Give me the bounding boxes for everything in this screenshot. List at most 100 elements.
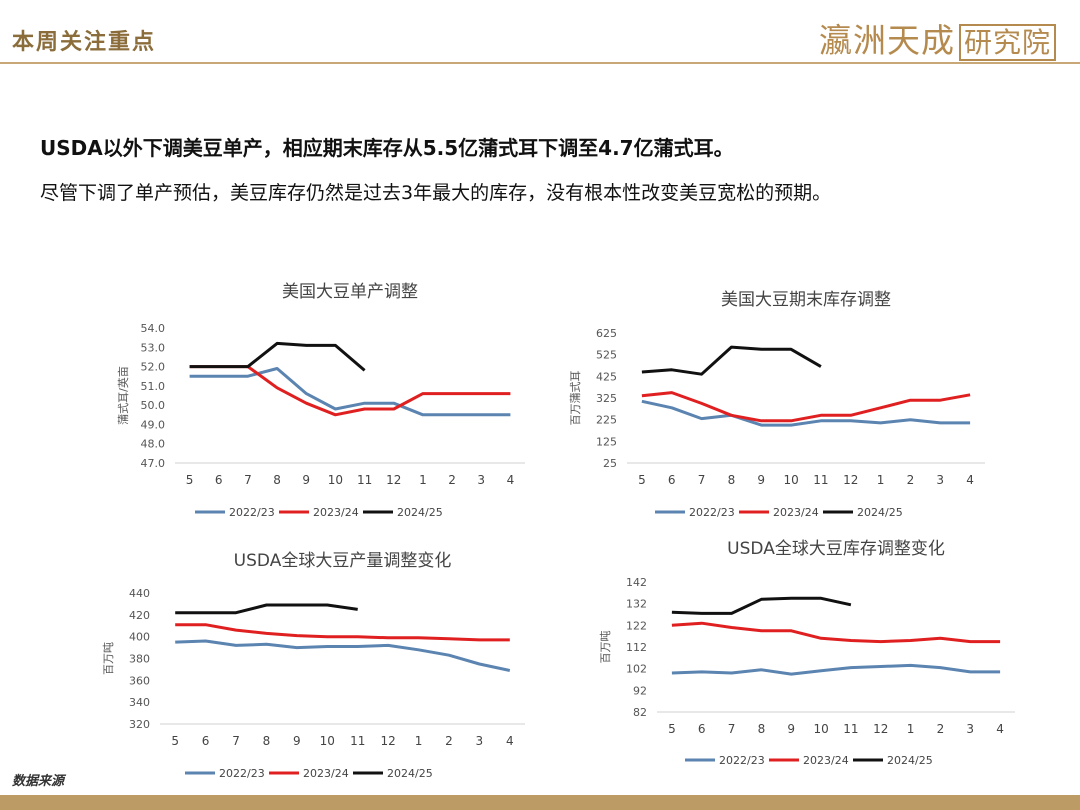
legend-label: 2024/25 (887, 754, 933, 767)
x-tick-label: 3 (476, 734, 484, 748)
chart-us-ending-stocks: 美国大豆期末库存调整 百万蒲式耳 625 525 425 325 225 125 25 5 6 7 8 9… (555, 280, 1005, 535)
x-tick-label: 4 (506, 734, 514, 748)
page-title: 本周关注重点 (12, 29, 157, 55)
legend-label: 2023/24 (773, 506, 819, 519)
x-tick-label: 12 (380, 734, 395, 748)
series-line-2024-25 (189, 341, 366, 372)
x-tick-label: 2 (937, 722, 945, 736)
x-tick-label: 11 (813, 473, 828, 487)
legend-label: 2022/23 (689, 506, 735, 519)
y-tick-label: 425 (596, 370, 617, 383)
x-tick-label: 5 (638, 473, 646, 487)
y-tick-label: 225 (596, 414, 617, 427)
x-tick-label: 5 (668, 722, 676, 736)
y-axis-label: 蒲式耳/英亩 (116, 366, 130, 425)
series-line-2022-23 (175, 639, 511, 672)
headline-text: USDA以外下调美豆单产，相应期末库存从5.5亿蒲式耳下调至4.7亿蒲式耳。 (40, 136, 734, 160)
y-tick-label: 102 (626, 663, 647, 676)
x-tick-label: 6 (215, 473, 223, 487)
x-tick-label: 11 (350, 734, 365, 748)
x-tick-label: 2 (907, 473, 915, 487)
chart-title: 美国大豆期末库存调整 (721, 290, 891, 310)
y-tick-label: 54.0 (141, 322, 166, 335)
y-tick-label: 82 (633, 706, 647, 719)
x-tick-label: 10 (328, 473, 343, 487)
series-line-2022-23 (641, 399, 971, 427)
legend-label: 2024/25 (387, 767, 433, 780)
x-tick-label: 6 (698, 722, 706, 736)
y-tick-label: 49.0 (141, 418, 166, 431)
x-tick-label: 7 (244, 473, 252, 487)
x-tick-label: 10 (320, 734, 335, 748)
x-tick-label: 7 (728, 722, 736, 736)
y-tick-label: 325 (596, 392, 617, 405)
y-tick-label: 380 (129, 653, 150, 666)
x-tick-label: 9 (302, 473, 310, 487)
series-line-2024-25 (671, 596, 852, 615)
x-tick-label: 11 (843, 722, 858, 736)
x-tick-label: 3 (966, 722, 974, 736)
chart-title: USDA全球大豆产量调整变化 (234, 551, 452, 571)
x-tick-label: 1 (877, 473, 885, 487)
x-tick-label: 5 (186, 473, 194, 487)
x-tick-label: 7 (232, 734, 240, 748)
legend-label: 2024/25 (857, 506, 903, 519)
y-tick-label: 112 (626, 641, 647, 654)
legend-label: 2022/23 (229, 506, 275, 519)
x-tick-label: 7 (698, 473, 706, 487)
x-tick-label: 6 (202, 734, 210, 748)
x-tick-label: 6 (668, 473, 676, 487)
x-tick-label: 10 (813, 722, 828, 736)
legend-label: 2022/23 (219, 767, 265, 780)
y-tick-label: 400 (129, 631, 150, 644)
legend-label: 2023/24 (803, 754, 849, 767)
x-tick-label: 3 (936, 473, 944, 487)
y-tick-label: 142 (626, 576, 647, 589)
y-tick-label: 51.0 (141, 380, 166, 393)
x-tick-label: 8 (273, 473, 281, 487)
y-tick-label: 122 (626, 619, 647, 632)
y-tick-label: 50.0 (141, 399, 166, 412)
x-tick-label: 3 (477, 473, 485, 487)
x-tick-label: 1 (419, 473, 427, 487)
y-tick-label: 132 (626, 598, 647, 611)
x-tick-label: 5 (171, 734, 179, 748)
y-tick-label: 125 (596, 435, 617, 448)
y-tick-label: 360 (129, 674, 150, 687)
chart-global-production: USDA全球大豆产量调整变化 百万吨 440 420 400 380 360 340 320 5 6… (85, 540, 545, 790)
x-tick-label: 10 (783, 473, 798, 487)
y-tick-label: 525 (596, 349, 617, 362)
series-line-2023-24 (175, 623, 510, 642)
x-tick-label: 1 (415, 734, 423, 748)
brand-logo: 瀛洲天成 研究院 (819, 14, 1056, 62)
x-tick-label: 11 (357, 473, 372, 487)
x-tick-label: 8 (758, 722, 766, 736)
x-tick-label: 2 (448, 473, 456, 487)
x-tick-label: 2 (445, 734, 453, 748)
y-tick-label: 48.0 (141, 438, 166, 451)
chart-title: USDA全球大豆库存调整变化 (727, 539, 945, 559)
source-note: 数据来源 (12, 774, 65, 789)
y-tick-label: 320 (129, 718, 150, 731)
chart-title: 美国大豆单产调整 (282, 282, 418, 302)
y-axis-label: 百万吨 (599, 631, 612, 664)
chart-global-stocks: USDA全球大豆库存调整变化 百万吨 142 132 122 112 102 92 82 5 6 7 8… (585, 530, 1035, 785)
footer-bar (0, 795, 1080, 810)
y-axis-label: 百万蒲式耳 (568, 371, 582, 426)
body-text: 尽管下调了单产预估，美豆库存仍然是过去3年最大的库存，没有根本性改变美豆宽松的预… (40, 182, 832, 204)
y-axis-label: 百万吨 (102, 642, 115, 675)
series-line-2024-25 (641, 345, 822, 376)
x-tick-label: 9 (293, 734, 301, 748)
logo-box-text: 研究院 (958, 24, 1056, 61)
x-tick-label: 9 (757, 473, 765, 487)
logo-main-text: 瀛洲天成 (818, 21, 955, 60)
x-tick-label: 1 (907, 722, 915, 736)
y-tick-label: 52.0 (141, 361, 166, 374)
y-tick-label: 53.0 (141, 341, 166, 354)
y-tick-label: 92 (633, 684, 647, 697)
series-line-2023-24 (671, 621, 1001, 644)
